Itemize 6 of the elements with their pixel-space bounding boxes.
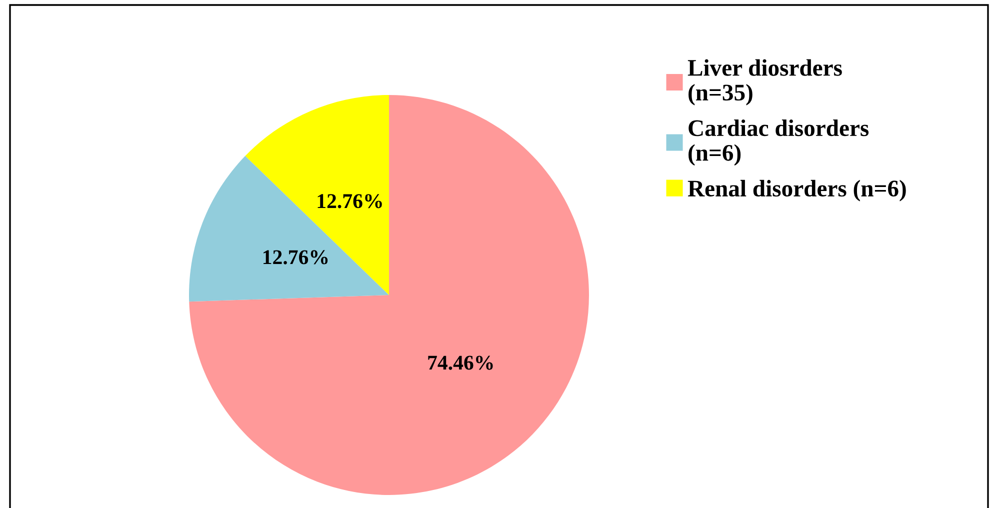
legend-label: Liver diosrders (n=35): [688, 59, 842, 106]
data-label: 12.76%: [318, 194, 382, 208]
data-label: 12.76%: [264, 250, 328, 264]
data-label: 74.46%: [428, 356, 493, 370]
legend-label: Renal disorders (n=6): [688, 180, 906, 202]
legend-label: Cardiac disorders (n=6): [688, 120, 869, 166]
